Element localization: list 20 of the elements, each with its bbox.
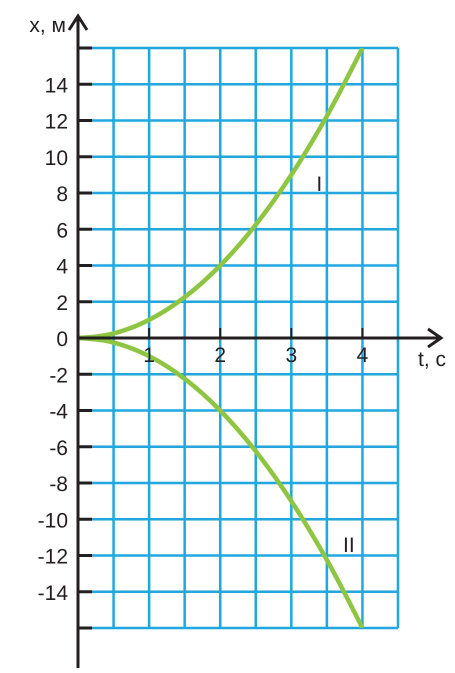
y-tick-label: 14: [44, 74, 68, 98]
x-axis-title: t, с: [418, 348, 446, 371]
y-tick-label: -2: [49, 364, 68, 388]
y-tick-label: 4: [56, 256, 68, 278]
x-tick-label: 1: [143, 344, 155, 367]
y-tick-label: -4: [49, 400, 68, 424]
y-tick-label: -10: [38, 509, 68, 532]
y-axis-title: x, м: [29, 14, 66, 37]
y-tick-label: 0: [56, 328, 68, 351]
y-tick-label: 6: [56, 219, 68, 242]
y-tick-label: 8: [56, 183, 68, 206]
y-tick-label: -12: [38, 546, 68, 568]
y-tick-label: 2: [56, 292, 68, 315]
series-label: I: [316, 172, 322, 196]
y-tick-label: 12: [44, 110, 68, 134]
y-tick-label: -14: [38, 582, 68, 605]
series-label: II: [343, 534, 355, 558]
y-tick-label: -6: [49, 436, 68, 460]
y-tick-label: -8: [49, 473, 68, 496]
y-tick-label: 10: [44, 146, 68, 170]
